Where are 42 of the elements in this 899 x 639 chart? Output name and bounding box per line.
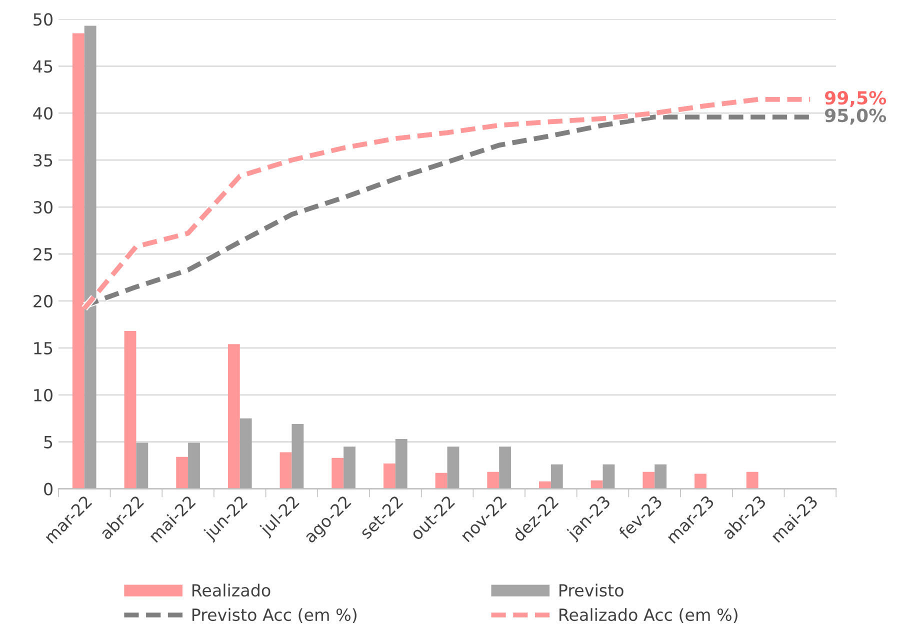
bar xyxy=(280,452,292,489)
legend-label: Realizado xyxy=(192,584,270,597)
bar xyxy=(124,331,136,489)
y-tick-label: 50 xyxy=(34,13,52,26)
y-tick-label: 40 xyxy=(33,107,52,120)
y-tick-label: 0 xyxy=(44,482,52,496)
bar xyxy=(383,463,396,489)
y-tick-label: 35 xyxy=(34,154,52,167)
bar xyxy=(746,472,758,489)
legend-label: Previsto Acc (em %) xyxy=(192,608,356,624)
bar xyxy=(228,344,240,489)
bar xyxy=(188,442,200,489)
y-tick-label: 5 xyxy=(44,436,52,448)
y-tick-label: 45 xyxy=(33,60,52,73)
bar xyxy=(539,481,551,489)
bar xyxy=(176,456,188,489)
y-tick-label: 20 xyxy=(34,294,52,308)
y-tick-label: 15 xyxy=(34,342,52,355)
bar xyxy=(344,446,356,489)
bar xyxy=(136,442,148,489)
y-tick-label: 30 xyxy=(34,201,52,214)
bar xyxy=(642,472,655,489)
bar xyxy=(590,480,603,489)
data-label: 95,0% xyxy=(824,108,886,125)
bar xyxy=(240,418,252,489)
bar xyxy=(395,439,408,489)
legend-label: Realizado Acc (em %) xyxy=(560,608,738,624)
bar xyxy=(447,446,460,489)
bar xyxy=(550,464,563,489)
bar xyxy=(602,464,615,489)
bar xyxy=(654,464,667,489)
y-tick-label: 10 xyxy=(34,388,52,402)
bar xyxy=(84,26,96,489)
y-tick-label: 25 xyxy=(34,248,52,261)
bar xyxy=(435,472,448,489)
bar xyxy=(499,446,512,489)
data-label: 99,5% xyxy=(824,90,886,107)
bar xyxy=(487,472,500,489)
bar xyxy=(292,424,304,489)
bar xyxy=(332,458,344,489)
bar xyxy=(694,474,706,489)
legend-label: Previsto xyxy=(560,584,624,597)
